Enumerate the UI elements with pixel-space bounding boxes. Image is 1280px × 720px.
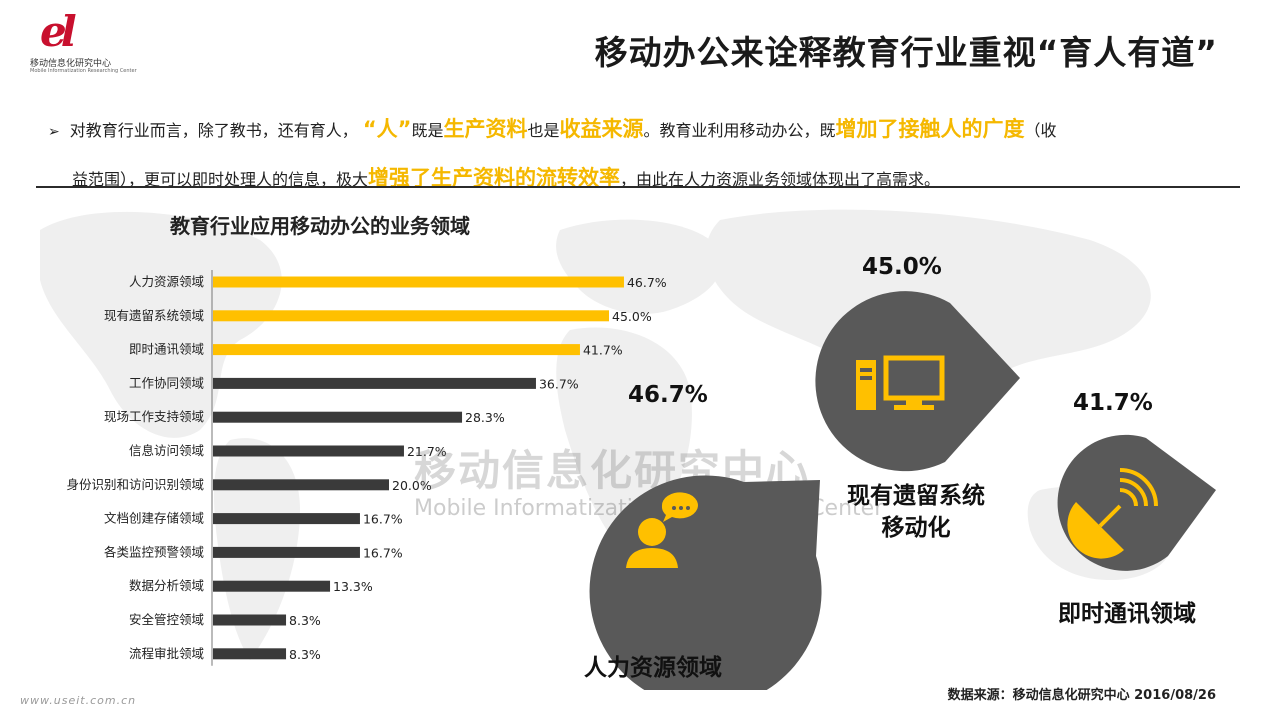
highlight-caption-hr: 人力资源领域 xyxy=(584,655,722,681)
value-label: 13.3% xyxy=(333,579,373,594)
bar-chart: 人力资源领域 46.7% 现有遗留系统领域 45.0% 即时通讯领域 41.7% 工作协同领… xyxy=(66,270,667,666)
category-label: 文档创建存储领域 xyxy=(104,511,204,526)
bar xyxy=(213,276,624,288)
intro-highlight: 收益来源 xyxy=(559,117,644,141)
intro-line-2: 益范围），更可以即时处理人的信息，极大增强了生产资料的流转效率，由此在人力资源业… xyxy=(48,155,1228,203)
category-label: 数据分析领域 xyxy=(129,578,204,593)
value-label: 41.7% xyxy=(583,343,623,358)
value-label: 16.7% xyxy=(363,512,403,527)
highlight-pct-im: 41.7% xyxy=(1073,390,1153,416)
satellite-dish-icon xyxy=(1067,468,1158,559)
caption-line: 移动化 xyxy=(881,515,951,541)
bar xyxy=(213,344,580,356)
intro-line-1: ➢ 对教育行业而言，除了教书，还有育人， “人”既是生产资料也是收益来源。教育业利… xyxy=(48,106,1228,155)
highlight-caption-legacy: 现有遗留系统 移动化 xyxy=(836,480,996,544)
category-label: 安全管控领域 xyxy=(129,612,204,627)
value-label: 46.7% xyxy=(627,275,667,290)
intro-highlight: “人” xyxy=(362,117,412,141)
bar xyxy=(213,580,331,592)
logo-name-en: Mobile Informatization Researching Cente… xyxy=(30,68,137,74)
bar xyxy=(213,546,360,558)
bar xyxy=(213,479,389,491)
drop-legacy xyxy=(815,291,1020,472)
data-source: 数据来源：移动信息化研究中心 2016/08/26 xyxy=(947,688,1216,703)
logo-mark: el xyxy=(40,7,77,56)
category-label: 工作协同领域 xyxy=(129,375,204,390)
category-label: 人力资源领域 xyxy=(129,274,204,289)
highlight-drops xyxy=(589,291,1216,690)
value-label: 28.3% xyxy=(465,410,505,425)
bar xyxy=(213,310,609,322)
highlight-pct-legacy: 45.0% xyxy=(862,254,942,280)
intro-highlight: 增加了接触人的广度 xyxy=(835,117,1025,141)
category-label: 各类监控预警领域 xyxy=(104,544,204,559)
caption-line: 现有遗留系统 xyxy=(847,483,985,509)
bar xyxy=(213,614,287,626)
intro-text: 。教育业利用移动办公，既 xyxy=(643,121,836,140)
intro-text: ，由此在人力资源业务领域体现出了高需求。 xyxy=(620,170,941,189)
logo-name-cn: 移动信息化研究中心 xyxy=(30,59,112,69)
value-label: 16.7% xyxy=(363,545,403,560)
intro-text: 益范围），更可以即时处理人的信息，极大 xyxy=(72,170,369,189)
bar xyxy=(213,648,287,660)
bar xyxy=(213,377,536,389)
site-url: www.useit.com.cn xyxy=(20,694,137,707)
value-label: 20.0% xyxy=(392,478,432,493)
page-title: 移动办公来诠释教育行业重视“育人有道” xyxy=(594,33,1218,72)
bar xyxy=(213,445,404,457)
category-label: 信息访问领域 xyxy=(129,443,204,458)
bullet-icon: ➢ xyxy=(48,124,60,140)
value-label: 45.0% xyxy=(612,309,652,324)
computer-icon xyxy=(856,355,945,410)
intro-highlight: 生产资料 xyxy=(443,117,528,141)
chart-title: 教育行业应用移动办公的业务领域 xyxy=(170,214,470,238)
bar xyxy=(213,513,360,525)
value-label: 8.3% xyxy=(289,647,321,662)
category-label: 流程审批领域 xyxy=(129,646,204,661)
category-label: 现有遗留系统领域 xyxy=(104,308,204,323)
value-label: 8.3% xyxy=(289,613,321,628)
bar xyxy=(213,411,463,423)
brand-logo: el 移动信息化研究中心 Mobile Informatization Rese… xyxy=(22,7,137,75)
highlight-pct-hr: 46.7% xyxy=(628,382,708,408)
intro-paragraph: ➢ 对教育行业而言，除了教书，还有育人， “人”既是生产资料也是收益来源。教育业利… xyxy=(48,106,1228,203)
intro-text: 对教育行业而言，除了教书，还有育人， xyxy=(69,121,358,140)
value-label: 36.7% xyxy=(539,376,579,391)
category-label: 身份识别和访问识别领域 xyxy=(66,477,204,492)
intro-text: 也是 xyxy=(527,121,560,140)
highlight-caption-im: 即时通讯领域 xyxy=(1058,601,1196,627)
value-label: 21.7% xyxy=(407,444,447,459)
person-chat-icon xyxy=(626,492,698,568)
intro-text: 既是 xyxy=(411,121,444,140)
divider xyxy=(36,186,1240,188)
category-label: 即时通讯领域 xyxy=(129,342,204,357)
category-label: 现场工作支持领域 xyxy=(104,409,204,424)
intro-text: （收 xyxy=(1024,121,1057,140)
